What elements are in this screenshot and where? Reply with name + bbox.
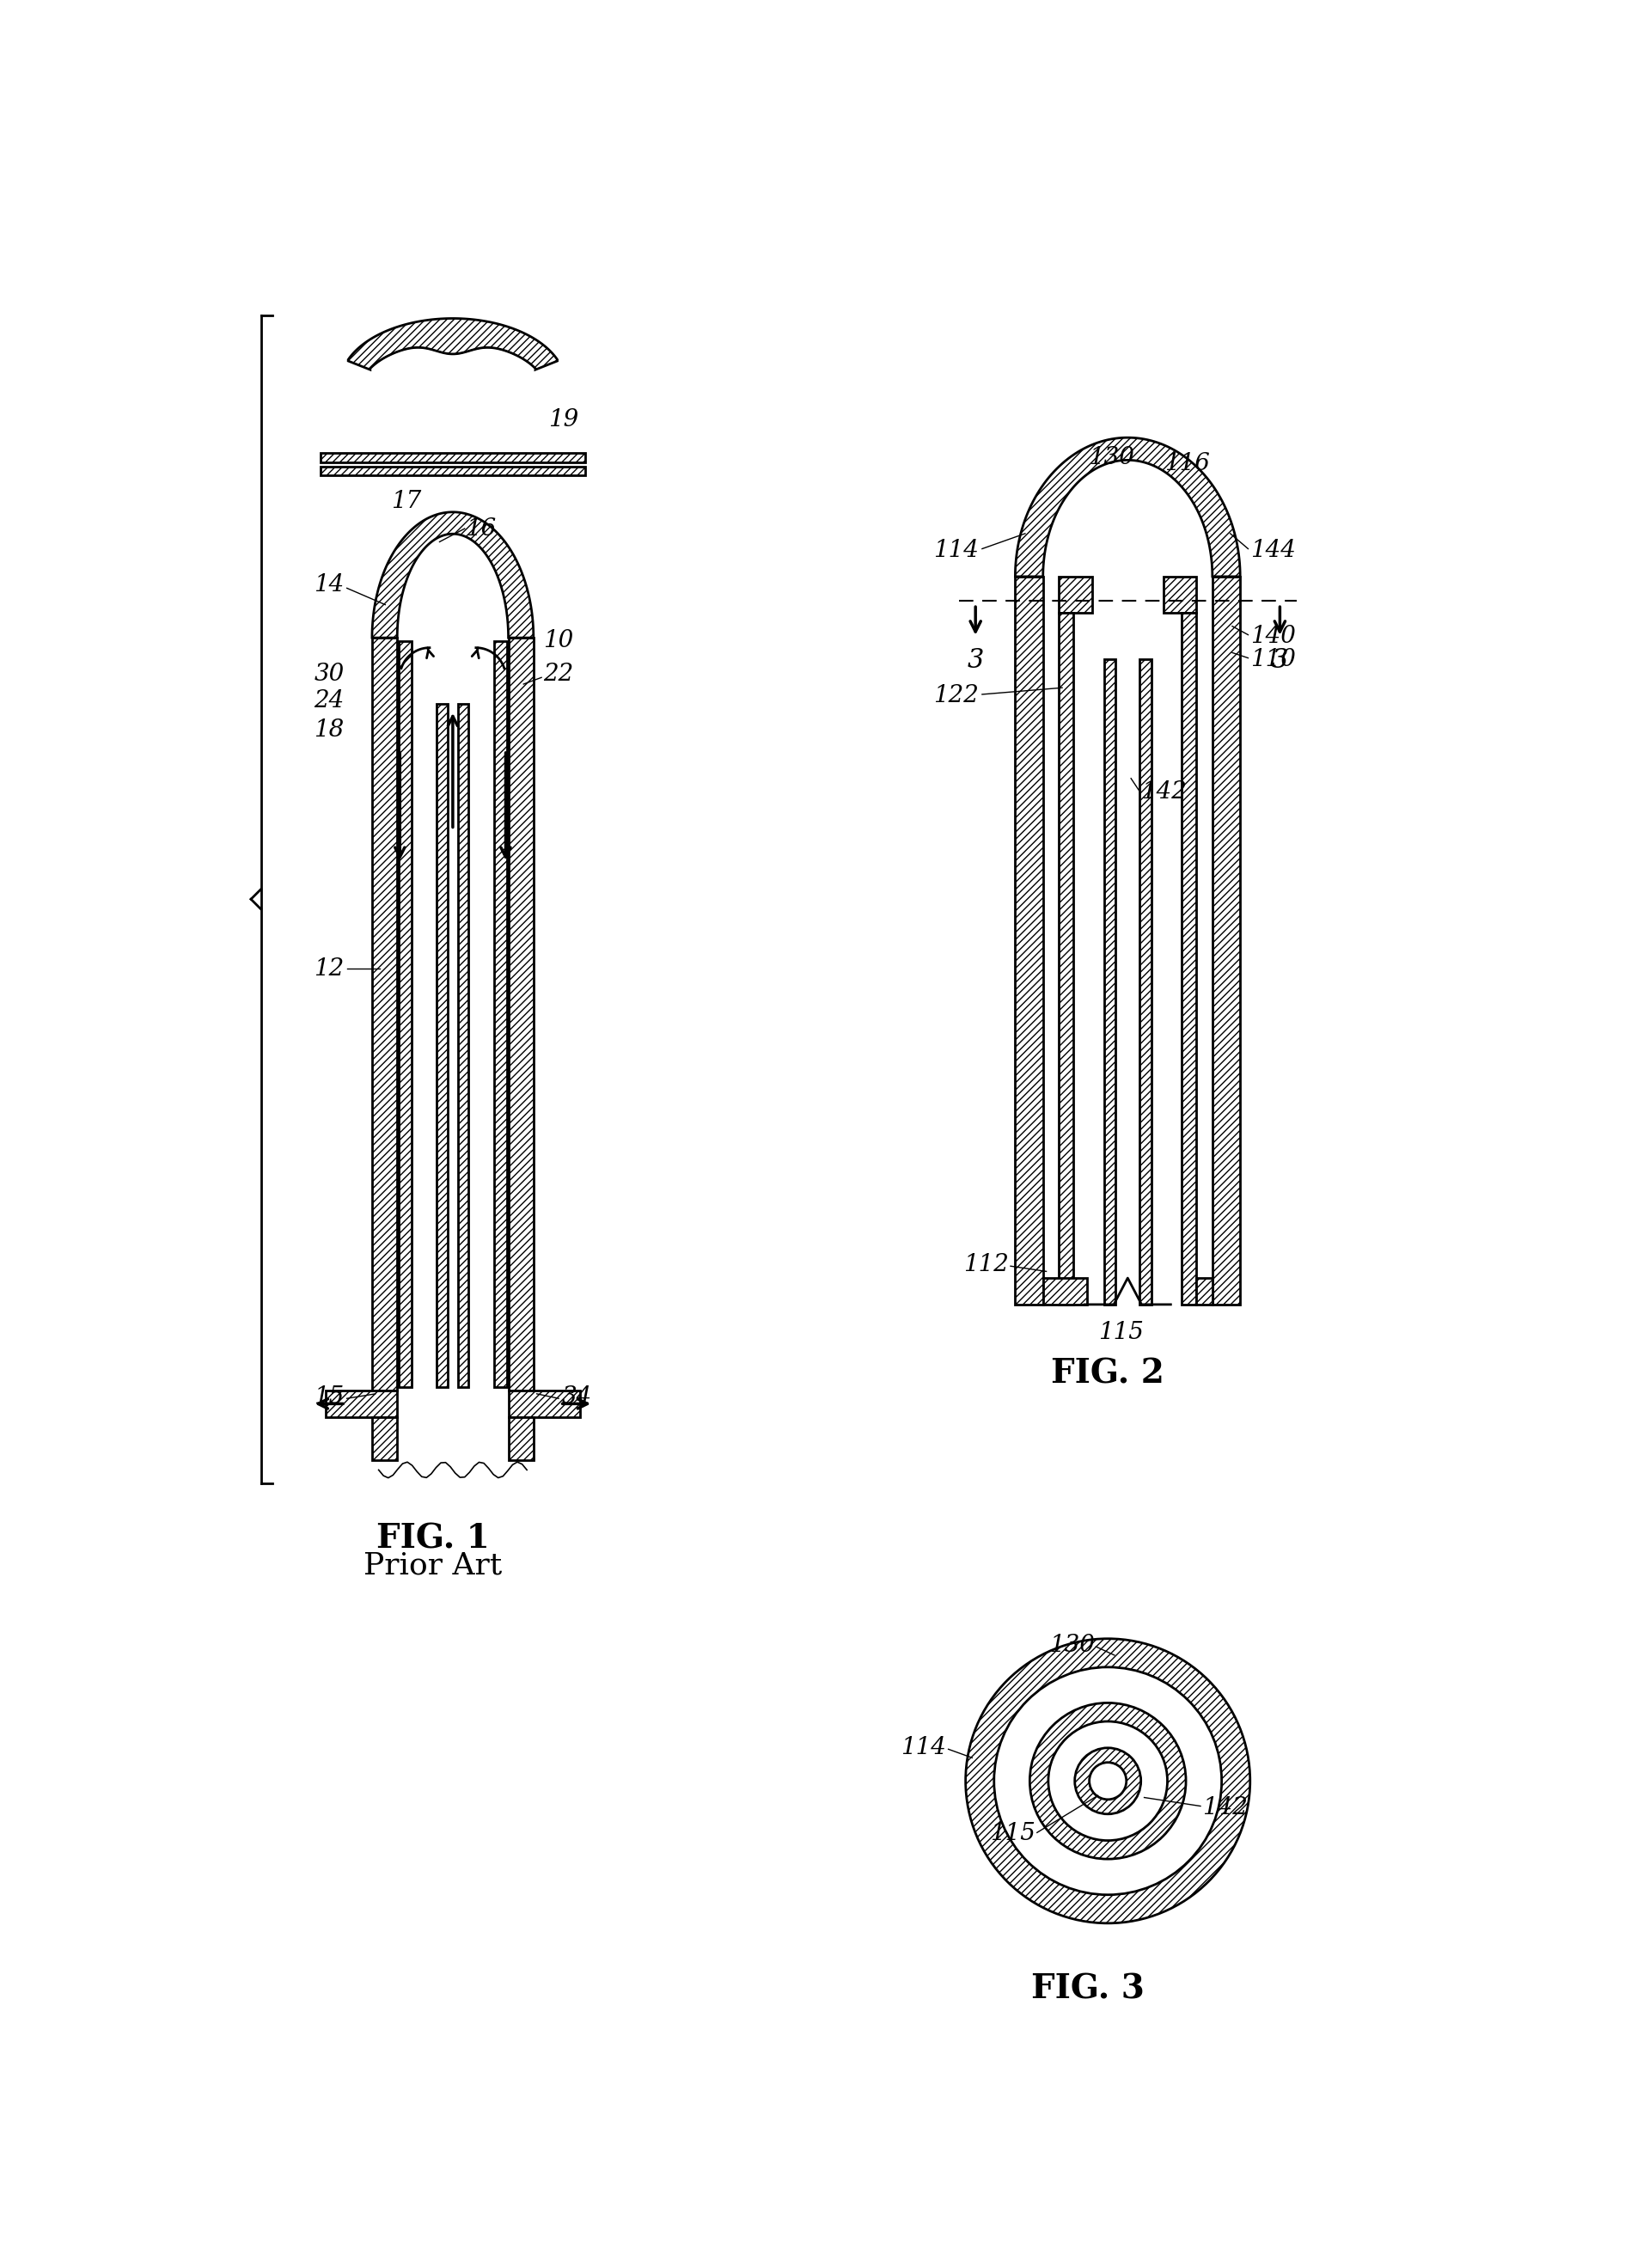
Bar <box>1059 576 1093 612</box>
Text: Prior Art: Prior Art <box>364 1551 502 1581</box>
Bar <box>326 1390 398 1418</box>
Text: 3: 3 <box>967 646 983 674</box>
Polygon shape <box>372 513 533 637</box>
Text: 22: 22 <box>543 662 574 685</box>
Bar <box>458 703 468 1388</box>
Text: 130: 130 <box>1049 1633 1094 1658</box>
Text: 142: 142 <box>1202 1796 1248 1819</box>
Text: FIG. 2: FIG. 2 <box>1050 1359 1165 1390</box>
Text: 144: 144 <box>1249 538 1295 562</box>
Text: 112: 112 <box>964 1254 1008 1277</box>
Polygon shape <box>1014 438 1240 576</box>
Text: 130: 130 <box>1088 447 1134 469</box>
Text: 142: 142 <box>1142 780 1186 803</box>
Text: 114: 114 <box>933 538 979 562</box>
Bar <box>1212 576 1240 1304</box>
Text: FIG. 3: FIG. 3 <box>1031 1973 1145 2005</box>
Bar <box>1140 660 1151 1304</box>
Bar <box>1182 612 1197 1304</box>
Text: 110: 110 <box>1249 649 1295 671</box>
Text: 116: 116 <box>1165 451 1210 476</box>
Text: 3: 3 <box>1272 646 1288 674</box>
Bar <box>1014 576 1042 1304</box>
Bar <box>372 637 398 1390</box>
Bar <box>398 642 411 1388</box>
Text: 19: 19 <box>548 408 579 431</box>
Polygon shape <box>347 318 558 370</box>
Circle shape <box>1049 1721 1168 1842</box>
Bar <box>509 1418 533 1461</box>
Text: 17: 17 <box>391 490 421 513</box>
Bar <box>509 637 533 1390</box>
Text: 14: 14 <box>313 574 344 596</box>
Text: 140: 140 <box>1249 624 1295 649</box>
Text: 30: 30 <box>313 662 344 685</box>
Circle shape <box>966 1640 1249 1923</box>
Text: FIG. 1: FIG. 1 <box>377 1522 489 1556</box>
Bar <box>320 467 586 476</box>
Bar <box>509 1390 579 1418</box>
Bar <box>1059 612 1073 1304</box>
Text: 115: 115 <box>990 1821 1036 1846</box>
Bar <box>437 703 447 1388</box>
Bar <box>1163 576 1197 612</box>
Text: 18: 18 <box>313 719 344 742</box>
Text: 12: 12 <box>313 957 344 980</box>
Text: 16: 16 <box>466 517 496 540</box>
Text: 115: 115 <box>1098 1320 1143 1345</box>
Circle shape <box>1090 1762 1127 1799</box>
Circle shape <box>1075 1749 1142 1814</box>
Bar <box>1042 1279 1088 1304</box>
Circle shape <box>1029 1703 1186 1860</box>
Bar <box>1104 660 1116 1304</box>
Text: 24: 24 <box>313 689 344 712</box>
Text: 122: 122 <box>933 685 979 708</box>
Circle shape <box>993 1667 1222 1894</box>
Bar <box>372 1418 398 1461</box>
Bar <box>494 642 507 1388</box>
Text: 15: 15 <box>313 1386 344 1408</box>
Bar <box>1196 1279 1212 1304</box>
Text: 10: 10 <box>543 631 574 653</box>
Text: 114: 114 <box>900 1737 946 1760</box>
Text: 34: 34 <box>561 1386 592 1408</box>
Bar <box>320 454 586 463</box>
